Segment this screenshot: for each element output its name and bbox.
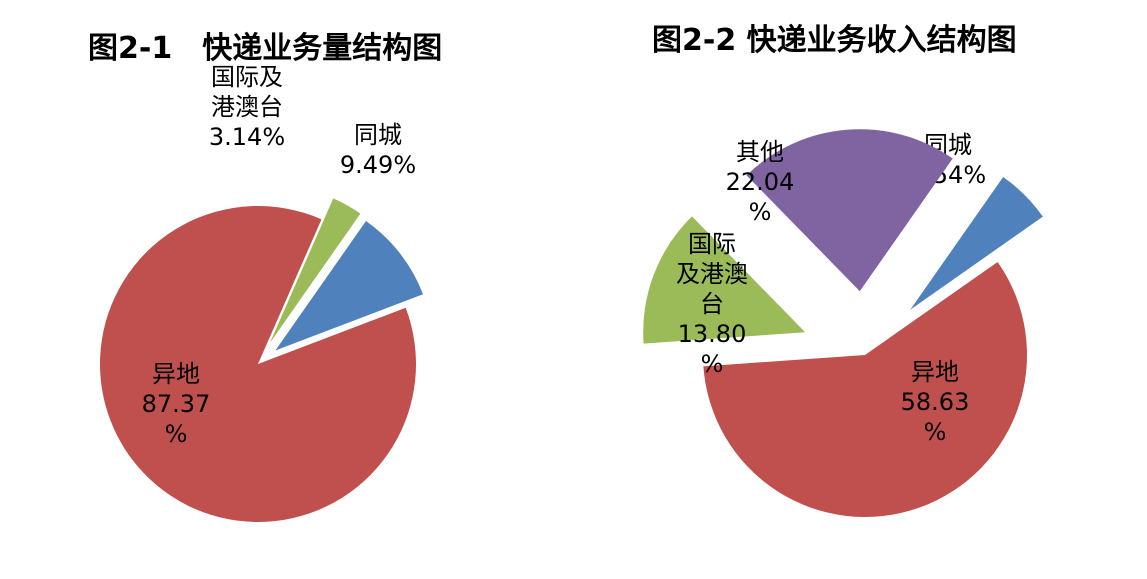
slice-data-label: 异地 87.37% <box>142 360 211 448</box>
chart-1-title: 图2-1 快递业务量结构图 <box>88 31 442 66</box>
slice-data-label: 国际及港澳台 13.80% <box>676 230 748 378</box>
chart-2-title: 图2-2 快递业务收入结构图 <box>652 23 1017 58</box>
pie-slice <box>746 129 953 292</box>
chart-2-pie: 同城 5.54%异地 58.63 %国际及港澳台 13.80 %其他 22.04% <box>643 129 1043 517</box>
slice-data-label: 异地 58.63% <box>901 358 970 446</box>
slice-data-label: 其他 22.04% <box>726 138 795 226</box>
pie-slice <box>703 261 1027 517</box>
pie-slice <box>275 221 424 351</box>
pie-slice <box>643 216 806 344</box>
pie-slice <box>100 206 417 523</box>
pie-slice <box>269 198 361 344</box>
slice-data-label: 同城 9.49% <box>340 121 416 179</box>
slice-data-label: 国际及港澳台 3.14% <box>209 63 285 151</box>
chart-1-pie: 同城 9.49% 异地 87.37 % 国际及港澳台 3.14% <box>100 63 424 523</box>
pie-slice <box>910 177 1043 310</box>
